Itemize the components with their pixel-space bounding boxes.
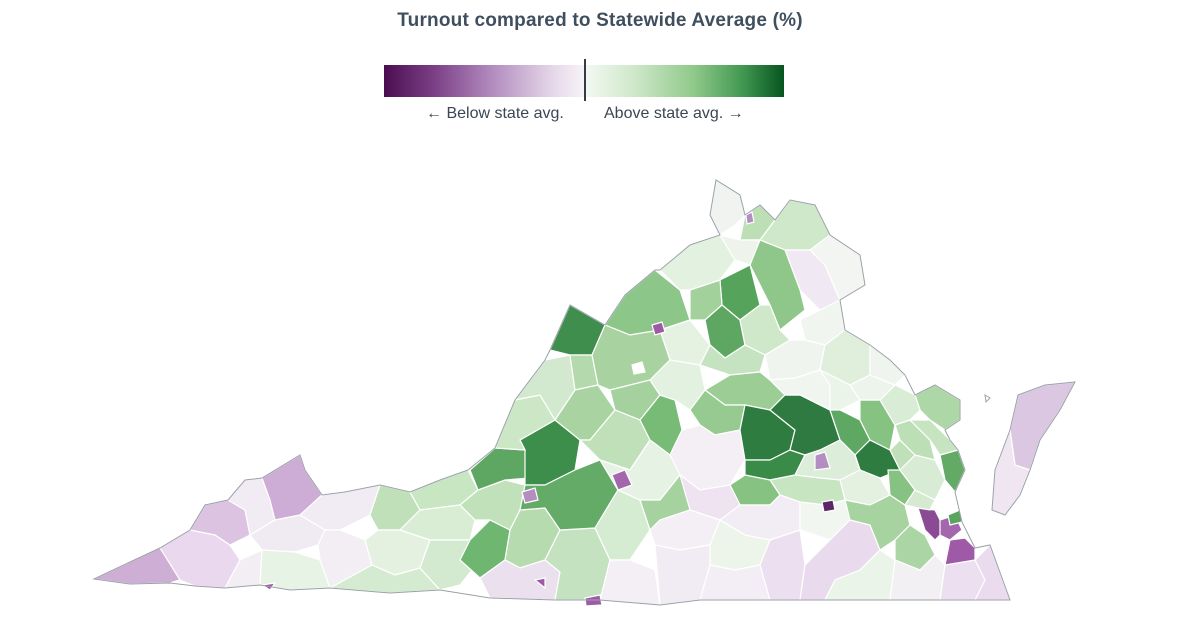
county-region[interactable] — [669, 424, 746, 491]
city-region[interactable] — [745, 211, 755, 225]
city-region[interactable] — [821, 499, 836, 513]
county-region[interactable] — [599, 559, 661, 606]
map-title: Turnout compared to Statewide Average (%… — [397, 10, 803, 31]
county-region[interactable] — [944, 537, 976, 566]
county-region[interactable] — [849, 374, 897, 401]
legend-above-gradient — [584, 65, 784, 97]
city-region[interactable] — [611, 469, 633, 491]
city-region[interactable] — [814, 451, 831, 471]
state-outline — [92, 179, 1011, 606]
color-legend — [384, 65, 784, 97]
county-region[interactable] — [699, 564, 771, 601]
city-region[interactable] — [631, 361, 646, 375]
island-outline — [984, 394, 991, 404]
legend-midpoint-marker — [584, 59, 586, 101]
county-region[interactable] — [904, 489, 936, 511]
legend-below-label: ← Below state avg. — [426, 105, 564, 122]
city-region[interactable] — [533, 577, 546, 590]
eastern-shore-outline — [991, 381, 1076, 516]
county-region[interactable] — [519, 459, 619, 531]
county-region[interactable] — [939, 449, 966, 494]
city-region[interactable] — [521, 487, 539, 504]
county-region[interactable] — [1009, 381, 1077, 471]
legend-below-gradient — [384, 65, 584, 97]
legend-above-label: Above state avg. → — [604, 105, 744, 122]
city-region[interactable] — [651, 321, 666, 336]
county-region[interactable] — [709, 179, 746, 236]
